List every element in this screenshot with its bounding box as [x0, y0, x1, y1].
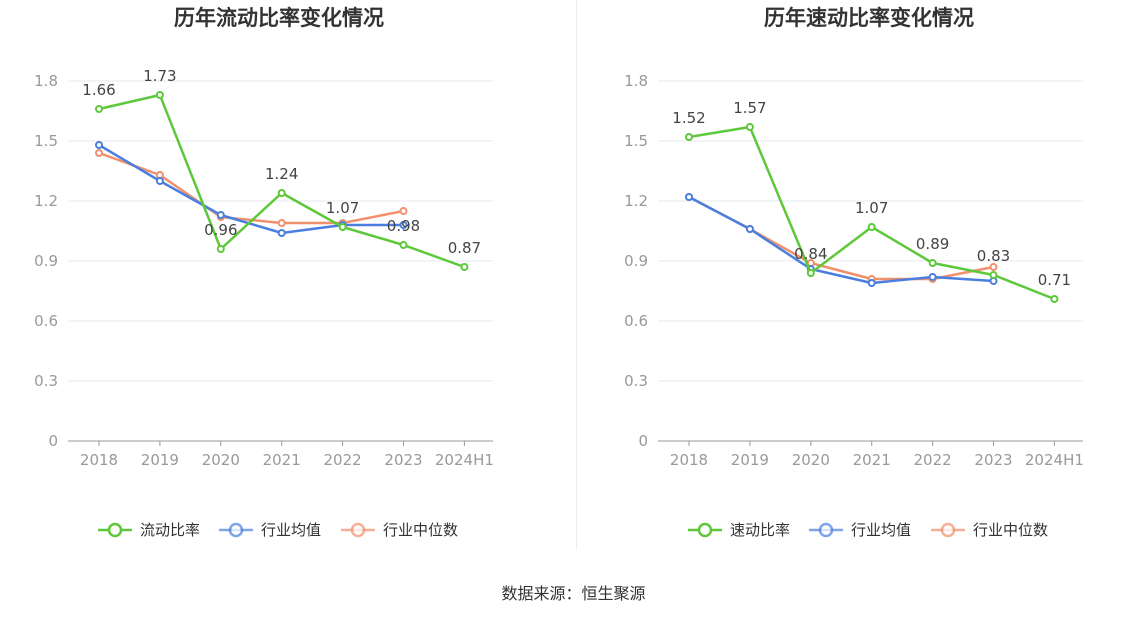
legend-label: 速动比率 [730, 521, 790, 539]
data-point [277, 229, 286, 237]
data-label: 0.96 [204, 221, 237, 239]
y-tick-label: 0.9 [624, 252, 648, 270]
y-tick-label: 1.5 [34, 132, 58, 150]
data-label: 0.98 [387, 217, 420, 235]
chart-title: 历年速动比率变化情况 [764, 6, 974, 30]
legend-label: 流动比率 [140, 521, 200, 539]
data-point [928, 273, 937, 281]
data-label: 0.84 [794, 245, 827, 263]
y-tick-label: 1.2 [34, 192, 58, 210]
legend-marker [228, 522, 244, 538]
data-label: 1.73 [143, 67, 176, 85]
data-point [95, 141, 103, 149]
data-point [277, 219, 286, 227]
data-label: 1.66 [82, 81, 115, 99]
x-tick-label: 2019 [141, 451, 179, 469]
current-ratio-chart: 历年流动比率变化情况 0 0.3 0.6 0.9 1.2 1.5 1.8 2018 2019 202… [0, 0, 576, 560]
data-point [399, 207, 408, 215]
series-line-1 [98, 143, 404, 235]
y-tick-label: 0 [48, 432, 58, 450]
data-point [806, 269, 815, 277]
data-label: 1.52 [672, 109, 705, 127]
data-label: 0.71 [1038, 271, 1071, 289]
data-point [155, 91, 164, 99]
data-point [338, 223, 347, 231]
y-tick-label: 1.5 [624, 132, 648, 150]
panel-divider [576, 0, 577, 550]
data-label: 0.87 [448, 239, 481, 257]
chart-title: 历年流动比率变化情况 [174, 6, 384, 30]
data-point [399, 241, 408, 249]
legend-label: 行业中位数 [383, 521, 458, 539]
x-tick-label: 2023 [974, 451, 1012, 469]
current-ratio-svg: 历年流动比率变化情况 0 0.3 0.6 0.9 1.2 1.5 1.8 2018 2019 202… [34, 6, 494, 539]
x-tick-label: 2020 [202, 451, 240, 469]
legend-marker [350, 522, 366, 538]
x-tick-label: 2022 [324, 451, 362, 469]
data-point [216, 245, 225, 253]
data-point [95, 105, 103, 113]
x-tick-label: 2024H1 [1025, 451, 1084, 469]
data-point [399, 221, 408, 229]
y-tick-label: 0.6 [34, 312, 58, 330]
data-point [685, 133, 693, 141]
data-point [685, 193, 693, 201]
x-tick-label: 2018 [80, 451, 118, 469]
x-tick-label: 2021 [853, 451, 891, 469]
data-source-text: 数据来源：恒生聚源 [501, 584, 646, 603]
legend-marker [818, 522, 834, 538]
legend-marker [107, 522, 123, 538]
data-point [155, 177, 164, 185]
x-tick-label: 2019 [731, 451, 769, 469]
y-tick-label: 0.3 [34, 372, 58, 390]
quick-ratio-chart: 历年速动比率变化情况 0 0.3 0.6 0.9 1.2 1.5 1.8 2018 2019 202… [577, 0, 1147, 560]
data-point [745, 123, 754, 131]
x-tick-label: 2021 [263, 451, 301, 469]
data-label: 1.07 [855, 199, 888, 217]
legend-label: 行业中位数 [973, 521, 1048, 539]
data-point [867, 279, 876, 287]
y-tick-label: 0.9 [34, 252, 58, 270]
legend-label: 行业均值 [851, 521, 911, 539]
data-point [95, 149, 103, 157]
data-label: 1.24 [265, 165, 298, 183]
x-tick-label: 2020 [792, 451, 830, 469]
y-tick-label: 0.3 [624, 372, 648, 390]
y-tick-label: 1.2 [624, 192, 648, 210]
y-tick-label: 1.8 [624, 72, 648, 90]
x-tick-label: 2024H1 [435, 451, 494, 469]
data-label: 0.89 [916, 235, 949, 253]
data-point [989, 271, 998, 279]
x-tick-label: 2018 [670, 451, 708, 469]
data-point [867, 223, 876, 231]
data-point [745, 225, 754, 233]
y-tick-label: 1.8 [34, 72, 58, 90]
data-point [928, 259, 937, 267]
data-point [460, 263, 469, 271]
x-tick-label: 2023 [384, 451, 422, 469]
legend-marker [697, 522, 713, 538]
y-tick-label: 0 [638, 432, 648, 450]
data-point [989, 263, 998, 271]
data-label: 1.07 [326, 199, 359, 217]
data-point [1050, 295, 1059, 303]
legend-label: 行业均值 [261, 521, 321, 539]
x-tick-label: 2022 [914, 451, 952, 469]
series-line-1 [688, 195, 994, 285]
data-point [216, 211, 225, 219]
data-label: 0.83 [977, 247, 1010, 265]
legend-marker [940, 522, 956, 538]
data-label: 1.57 [733, 99, 766, 117]
quick-ratio-svg: 历年速动比率变化情况 0 0.3 0.6 0.9 1.2 1.5 1.8 2018 2019 202… [624, 6, 1084, 539]
data-point [277, 189, 286, 197]
y-tick-label: 0.6 [624, 312, 648, 330]
